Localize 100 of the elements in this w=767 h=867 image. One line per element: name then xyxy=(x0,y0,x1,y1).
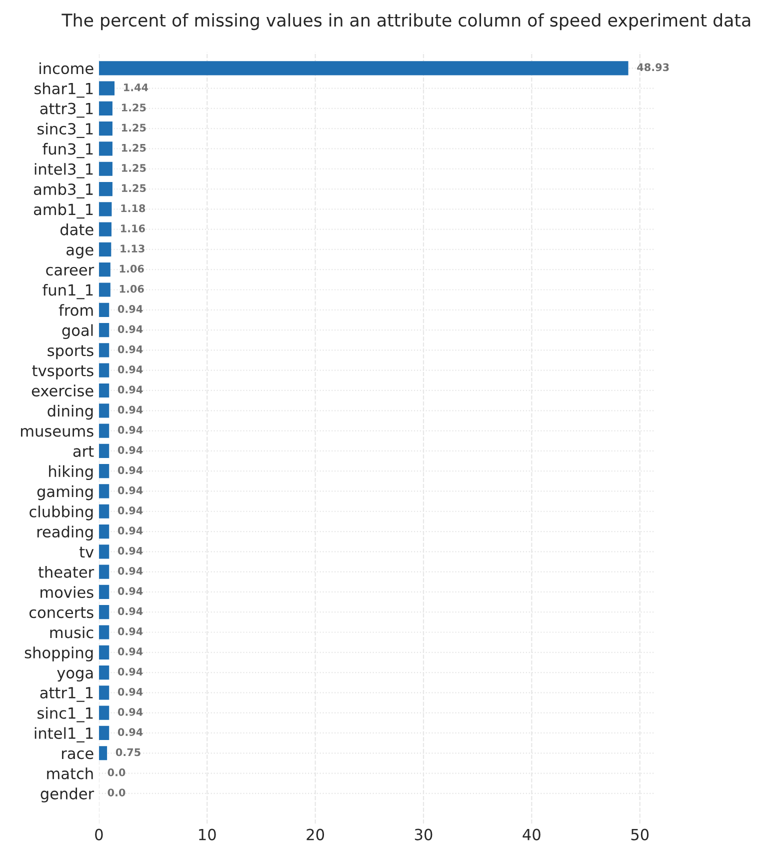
chart-title: The percent of missing values in an attribute column of speed experiment data xyxy=(62,13,750,30)
y-tick-label: concerts xyxy=(29,607,94,618)
data-label: 0.0 xyxy=(108,788,126,796)
bar xyxy=(98,343,110,358)
data-label: 1.25 xyxy=(122,124,146,132)
y-tick-label: career xyxy=(46,266,94,276)
y-tick-label: shar1_1 xyxy=(34,82,93,98)
data-label: 0.94 xyxy=(118,426,143,434)
y-tick-label: goal xyxy=(62,324,93,340)
y-tick-label: sports xyxy=(48,345,94,360)
data-label: 0.94 xyxy=(118,708,143,716)
bar xyxy=(98,182,112,196)
data-label: 0.94 xyxy=(118,526,143,535)
data-label: 0.94 xyxy=(118,566,143,575)
x-tick-label: 30 xyxy=(414,828,432,840)
y-tick-label: date xyxy=(60,224,94,236)
data-label: 0.94 xyxy=(118,305,143,313)
y-tick-label: gender xyxy=(40,788,94,802)
data-label: 0.94 xyxy=(118,688,143,696)
y-tick-label: yoga xyxy=(57,670,93,682)
data-label: 0.94 xyxy=(118,466,143,474)
y-tick-label: intel1_1 xyxy=(34,727,93,742)
y-tick-label: shopping xyxy=(24,646,93,662)
data-label: 1.16 xyxy=(121,224,145,232)
data-label: 0.94 xyxy=(118,406,143,414)
bar xyxy=(98,142,112,156)
x-tick-label: 10 xyxy=(199,828,216,840)
y-tick-label: movies xyxy=(40,586,94,598)
bar xyxy=(98,444,110,458)
data-label: 0.94 xyxy=(118,386,143,394)
bar xyxy=(98,706,110,720)
data-label: 0.94 xyxy=(118,486,143,494)
bar xyxy=(98,302,110,317)
data-label: 1.25 xyxy=(122,144,146,152)
data-label: 0.94 xyxy=(118,728,143,736)
data-label: 0.75 xyxy=(116,748,140,756)
bar xyxy=(98,746,108,760)
bar xyxy=(98,564,110,579)
data-label: 1.06 xyxy=(120,284,144,293)
data-label: 0.94 xyxy=(118,365,143,374)
bar xyxy=(98,524,110,539)
bar xyxy=(98,504,110,518)
bar xyxy=(98,101,112,116)
bar xyxy=(98,605,110,620)
y-tick-label: sinc1_1 xyxy=(38,707,93,722)
data-label: 1.06 xyxy=(120,264,144,273)
data-label: 1.18 xyxy=(121,204,146,212)
bar xyxy=(98,383,110,398)
y-tick-label: race xyxy=(62,750,94,760)
bar xyxy=(98,262,110,277)
bar xyxy=(98,686,110,700)
bar xyxy=(98,484,110,498)
y-tick-label: music xyxy=(50,626,94,638)
data-label: 0.94 xyxy=(118,648,143,656)
y-tick-label: amb3_1 xyxy=(34,183,93,198)
y-tick-label: hiking xyxy=(49,465,93,480)
y-tick-label: reading xyxy=(37,526,93,540)
data-label: 0.94 xyxy=(118,668,143,676)
bar xyxy=(98,122,112,136)
data-label: 0.94 xyxy=(118,506,143,514)
bar xyxy=(98,61,628,76)
bar xyxy=(98,464,110,478)
y-tick-label: sinc3_1 xyxy=(38,122,93,138)
y-tick-label: gaming xyxy=(37,485,93,500)
y-tick-label: dining xyxy=(48,404,93,420)
x-tick-label: 20 xyxy=(306,828,324,840)
x-tick-label: 50 xyxy=(631,828,649,840)
bar xyxy=(98,544,110,559)
bar xyxy=(98,81,115,96)
bar xyxy=(98,726,110,740)
y-tick-label: attr3_1 xyxy=(40,102,93,118)
data-label: 1.13 xyxy=(120,244,144,252)
data-label: 1.25 xyxy=(122,184,146,192)
bar xyxy=(98,222,112,236)
y-tick-label: fun3_1 xyxy=(42,142,93,158)
y-tick-label: attr1_1 xyxy=(40,687,93,702)
bar xyxy=(98,162,112,176)
y-tick-label: exercise xyxy=(32,384,94,397)
x-tick-label: 0 xyxy=(95,828,103,840)
bar xyxy=(98,202,112,216)
data-label: 1.25 xyxy=(122,104,146,112)
bar xyxy=(98,363,110,378)
bar xyxy=(98,322,110,338)
bar xyxy=(98,282,110,297)
data-label: 1.25 xyxy=(122,164,146,172)
bar xyxy=(98,242,112,257)
data-label: 48.93 xyxy=(637,63,669,72)
data-label: 0.0 xyxy=(108,768,126,776)
y-tick-label: clubbing xyxy=(30,506,93,520)
y-tick-label: amb1_1 xyxy=(34,203,93,219)
y-tick-label: fun1_1 xyxy=(42,284,93,300)
bar xyxy=(98,625,110,640)
data-label: 0.94 xyxy=(118,627,143,636)
bar xyxy=(98,665,110,680)
data-label: 0.94 xyxy=(118,546,143,555)
data-label: 0.94 xyxy=(118,446,143,454)
y-tick-label: income xyxy=(40,62,94,74)
bar xyxy=(98,404,110,418)
x-tick-label: 40 xyxy=(522,828,540,840)
y-tick-label: match xyxy=(47,767,93,780)
